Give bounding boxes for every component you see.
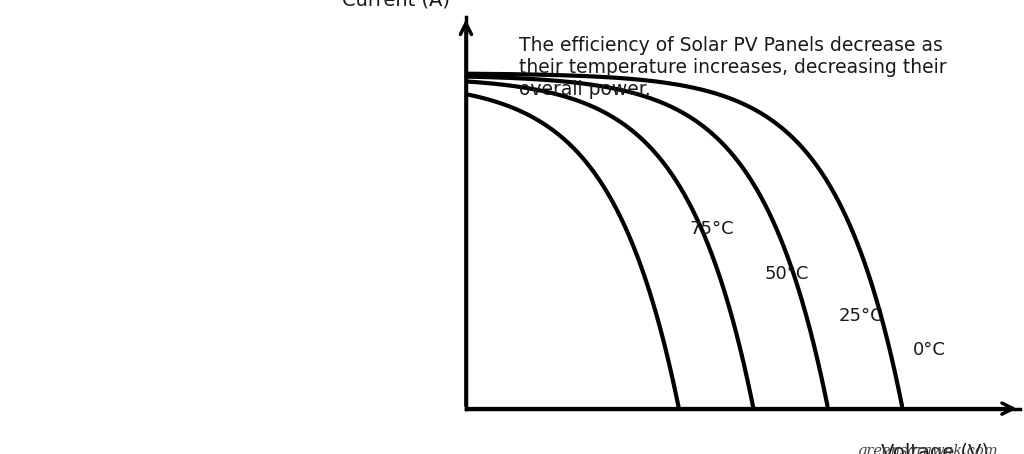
Text: 75°C: 75°C [689, 220, 734, 238]
Text: The efficiency of Solar PV Panels decrease as
their temperature increases, decre: The efficiency of Solar PV Panels decrea… [519, 35, 947, 99]
Text: Current (A): Current (A) [342, 0, 450, 9]
Text: 0°C: 0°C [913, 341, 946, 359]
Text: 25°C: 25°C [839, 307, 884, 325]
Text: Voltage (V): Voltage (V) [881, 443, 988, 454]
Text: 50°C: 50°C [764, 266, 809, 283]
Text: greensarawak.com: greensarawak.com [858, 444, 998, 454]
